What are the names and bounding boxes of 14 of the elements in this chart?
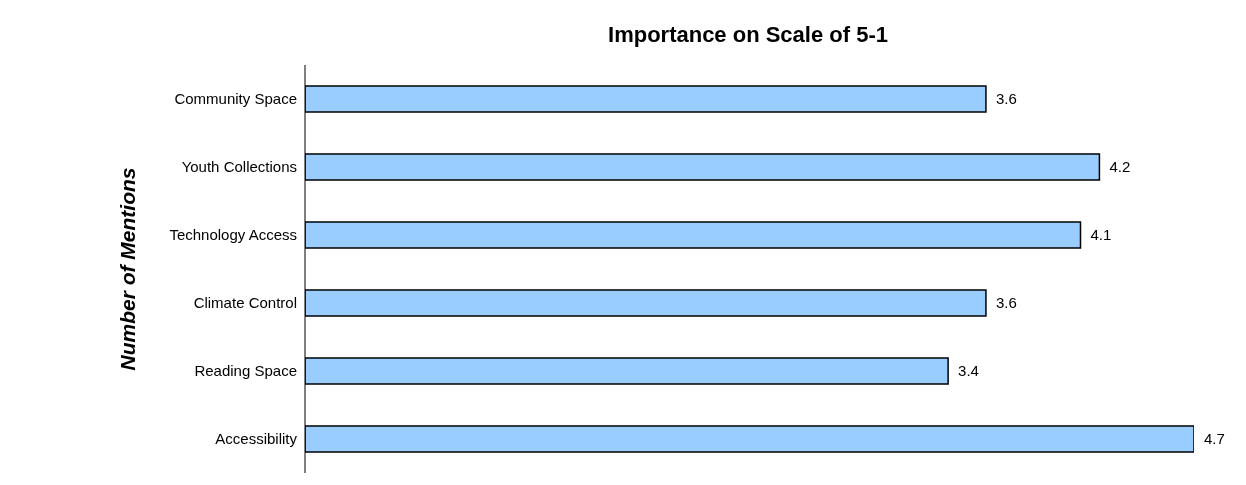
data-label: 4.2	[1109, 158, 1131, 176]
y-tick-label: Accessibility	[215, 430, 298, 448]
y-tick-label: Youth Collections	[181, 158, 297, 176]
y-tick-label: Reading Space	[194, 362, 297, 380]
data-label: 3.6	[995, 294, 1017, 312]
y-tick-label: Community Space	[174, 90, 297, 108]
y-tick-label: Technology Access	[169, 226, 297, 244]
chart-title: Importance on Scale of 5-1	[607, 22, 889, 48]
y-axis-title: Number of Mentions	[116, 167, 140, 371]
data-label: 4.7	[1204, 430, 1225, 448]
data-label: 3.4	[958, 362, 979, 380]
y-tick-label: Climate Control	[193, 294, 297, 312]
data-label: 4.1	[1090, 226, 1112, 244]
data-label: 3.6	[995, 90, 1017, 108]
